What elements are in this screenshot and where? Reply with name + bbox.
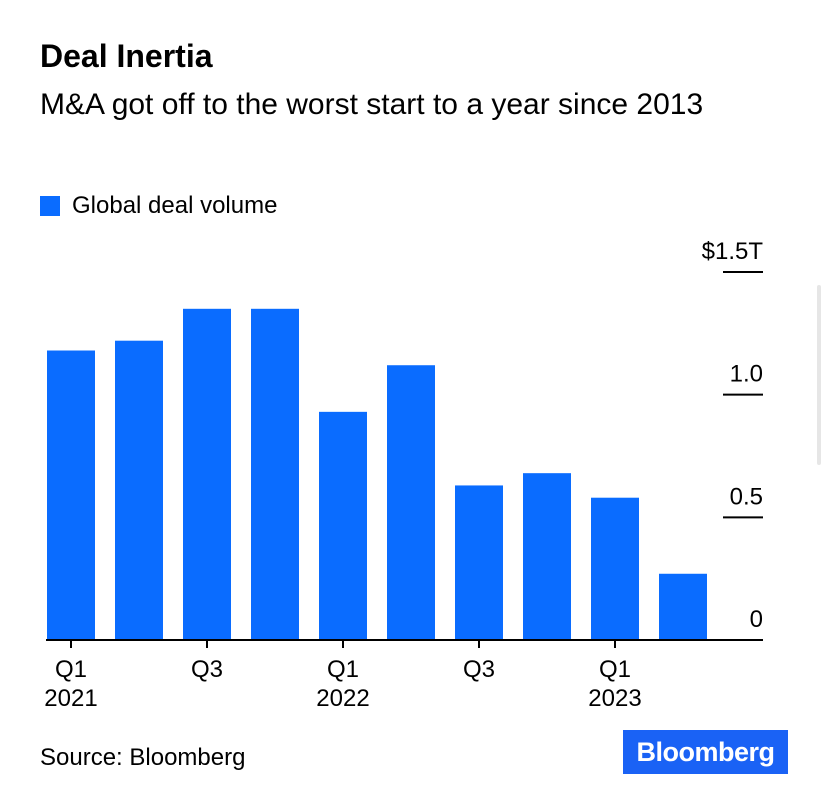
x-tick-year-label: 2021: [44, 685, 97, 712]
y-tick-label: 0: [750, 606, 763, 633]
scrollbar[interactable]: [817, 285, 821, 465]
bar-4: [251, 308, 299, 640]
chart-subtitle: M&A got off to the worst start to a year…: [40, 88, 704, 121]
bar-10: [659, 573, 707, 640]
y-tick-label: $1.5T: [702, 238, 764, 265]
bar-1: [47, 350, 95, 640]
bar-7: [455, 485, 503, 640]
x-tick-label: Q3: [191, 656, 223, 683]
legend-label: Global deal volume: [72, 192, 278, 219]
chart-title: Deal Inertia: [40, 38, 213, 74]
x-tick-label: Q3: [463, 656, 495, 683]
x-tick-year-label: 2022: [316, 685, 369, 712]
bar-6: [387, 365, 435, 640]
bar-3: [183, 308, 231, 640]
x-tick-label: Q1: [55, 656, 87, 683]
source-note: Source: Bloomberg: [40, 744, 246, 771]
y-tick-label: 0.5: [730, 483, 763, 510]
bar-9: [591, 497, 639, 640]
bar-2: [115, 340, 163, 640]
bar-8: [523, 473, 571, 640]
x-tick-label: Q1: [327, 656, 359, 683]
legend-swatch: [40, 196, 60, 216]
bar-5: [319, 411, 367, 640]
bloomberg-logo: Bloomberg: [623, 730, 788, 774]
x-tick-year-label: 2023: [588, 685, 641, 712]
y-tick-label: 1.0: [730, 361, 763, 388]
x-tick-label: Q1: [599, 656, 631, 683]
legend: Global deal volume: [40, 192, 277, 220]
